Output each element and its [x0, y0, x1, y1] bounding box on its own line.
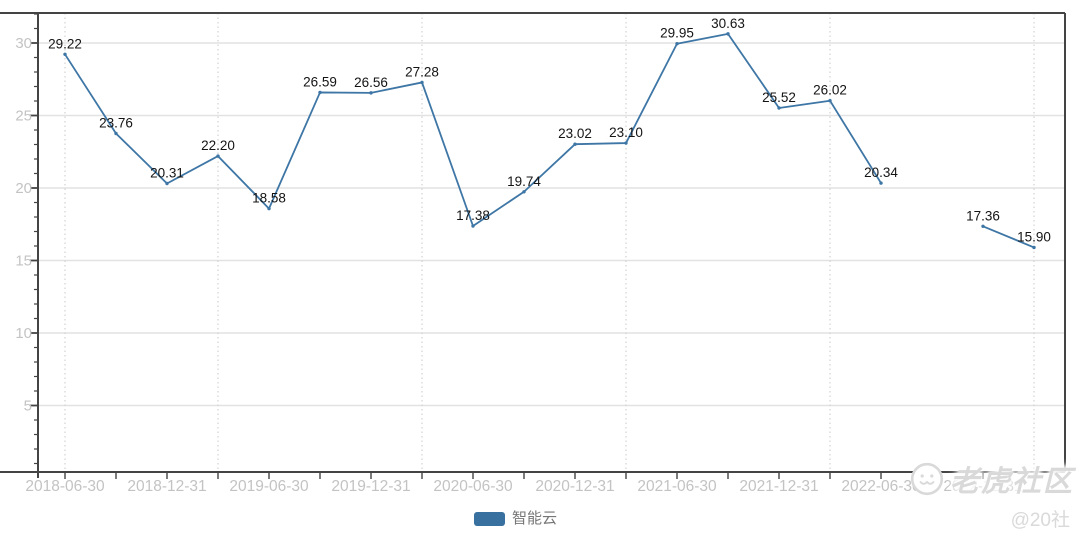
data-point [1032, 245, 1036, 250]
x-axis-label: 2022-06-30 [841, 478, 921, 495]
data-point-label: 29.95 [660, 26, 694, 41]
y-axis-label: 20 [15, 180, 32, 197]
data-point [522, 190, 526, 194]
data-point-label: 26.56 [354, 75, 388, 90]
y-axis-label: 25 [15, 108, 32, 125]
data-point-label: 23.02 [558, 126, 592, 141]
series-line [982, 225, 1035, 249]
x-axis-label: 2018-12-31 [127, 478, 206, 495]
data-point-label: 20.34 [864, 165, 898, 180]
data-point-label: 19.74 [507, 174, 541, 189]
data-point [369, 91, 373, 95]
data-point [879, 181, 883, 185]
data-point-label: 22.20 [201, 138, 235, 153]
data-point-label: 23.10 [609, 125, 643, 140]
legend-swatch-icon [474, 512, 505, 526]
data-point-label: 18.58 [252, 191, 286, 206]
data-point [165, 181, 169, 186]
y-axis-label: 5 [24, 398, 32, 415]
watermark-brand-row: 老虎社区 [892, 458, 1074, 500]
x-axis-label: 2020-06-30 [433, 478, 513, 495]
data-point [471, 224, 475, 228]
x-axis-label: 2019-12-31 [331, 478, 410, 495]
data-point-label: 15.90 [1017, 229, 1051, 244]
legend-label: 智能云 [512, 510, 558, 527]
tiger-logo-icon [910, 462, 944, 496]
data-point [63, 52, 67, 57]
data-point [777, 106, 781, 110]
data-point [318, 90, 322, 95]
y-axis-label: 15 [15, 253, 32, 270]
watermark: 老虎社区 @20社 [892, 458, 1074, 532]
data-point [267, 206, 271, 211]
data-point-label: 27.28 [405, 64, 439, 79]
data-point-label: 17.38 [456, 208, 490, 223]
data-point [573, 142, 577, 146]
x-axis-label: 2021-06-30 [637, 478, 717, 495]
data-point-label: 29.22 [48, 36, 82, 51]
data-point-label: 20.31 [150, 166, 184, 181]
x-axis-label: 2021-12-31 [739, 478, 818, 495]
data-point [981, 224, 985, 228]
data-point [726, 32, 730, 36]
x-axis-label: 2019-06-30 [229, 478, 309, 495]
x-axis-label: 2018-06-30 [25, 478, 105, 495]
data-point-label: 25.52 [762, 90, 796, 105]
x-axis-label: 2020-12-31 [535, 478, 614, 495]
data-point-label: 17.36 [966, 208, 1000, 223]
data-point [114, 131, 118, 136]
y-axis-label: 30 [15, 35, 32, 52]
x-axis-label: 2022-12-31 [943, 478, 1022, 495]
watermark-brand-text: 老虎社区 [949, 466, 1074, 498]
data-point [675, 42, 679, 46]
data-point-label: 26.59 [303, 74, 337, 89]
data-point-label: 23.76 [99, 115, 133, 130]
series-line [64, 32, 882, 227]
data-point-label: 26.02 [813, 83, 847, 98]
data-point [624, 141, 628, 145]
data-point [420, 80, 424, 85]
data-point [216, 154, 220, 158]
watermark-handle-text: @20社 [1010, 510, 1070, 531]
y-axis-label: 10 [15, 325, 32, 342]
legend-item-smart-cloud[interactable]: 智能云 [474, 510, 557, 528]
data-point [828, 99, 832, 103]
data-point-label: 30.63 [711, 16, 745, 31]
